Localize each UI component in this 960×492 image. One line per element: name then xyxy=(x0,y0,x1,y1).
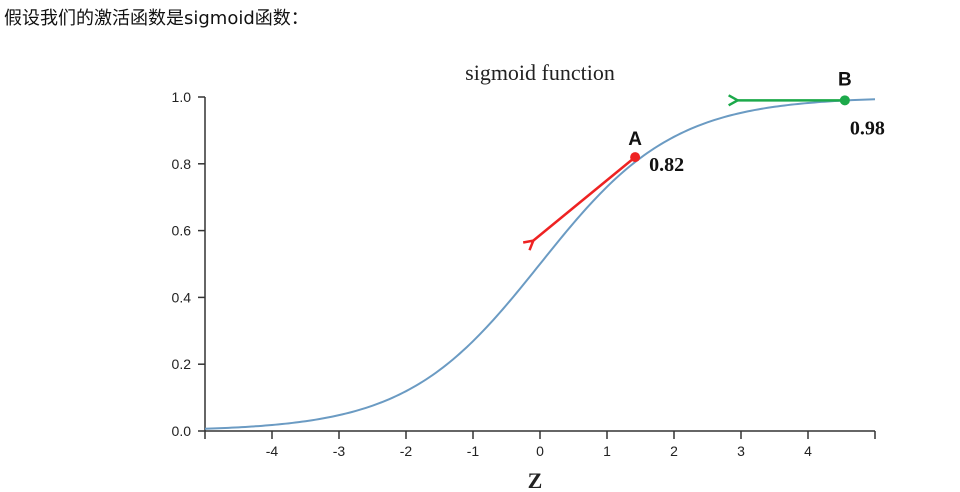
arrow-a xyxy=(533,156,636,241)
x-axis-label: Z xyxy=(528,468,543,492)
annotations: A 0.82 B 0.98 xyxy=(533,69,885,240)
x-tick-label: -3 xyxy=(333,443,346,459)
point-a-value: 0.82 xyxy=(649,154,684,176)
x-tick-label: -1 xyxy=(467,443,480,459)
sigmoid-curve xyxy=(204,98,876,430)
point-a-label: A xyxy=(628,129,642,150)
x-tick-label: -4 xyxy=(266,443,279,459)
point-b-value: 0.98 xyxy=(850,117,885,139)
x-tick-label: 3 xyxy=(737,443,745,459)
x-ticks: -4 -3 -2 -1 0 1 2 3 4 xyxy=(204,431,876,459)
y-tick-label: 0.4 xyxy=(172,289,192,305)
x-tick-label: -2 xyxy=(400,443,413,459)
x-tick-label: 1 xyxy=(603,443,611,459)
y-tick-label: 1.0 xyxy=(172,89,192,105)
x-tick-label: 0 xyxy=(536,443,544,459)
y-tick-label: 0.2 xyxy=(172,356,192,372)
point-b xyxy=(839,95,850,106)
y-tick-label: 0.6 xyxy=(172,223,192,239)
point-a xyxy=(630,152,641,163)
y-ticks: 0.0 0.2 0.4 0.6 0.8 1.0 xyxy=(172,89,205,439)
x-tick-label: 4 xyxy=(804,443,812,459)
y-tick-label: 0.0 xyxy=(172,423,192,439)
y-tick-label: 0.8 xyxy=(172,156,192,172)
point-b-label: B xyxy=(838,69,852,90)
x-tick-label: 2 xyxy=(670,443,678,459)
intro-text: 假设我们的激活函数是sigmoid函数： xyxy=(4,8,309,29)
chart-title: sigmoid function xyxy=(465,60,615,85)
